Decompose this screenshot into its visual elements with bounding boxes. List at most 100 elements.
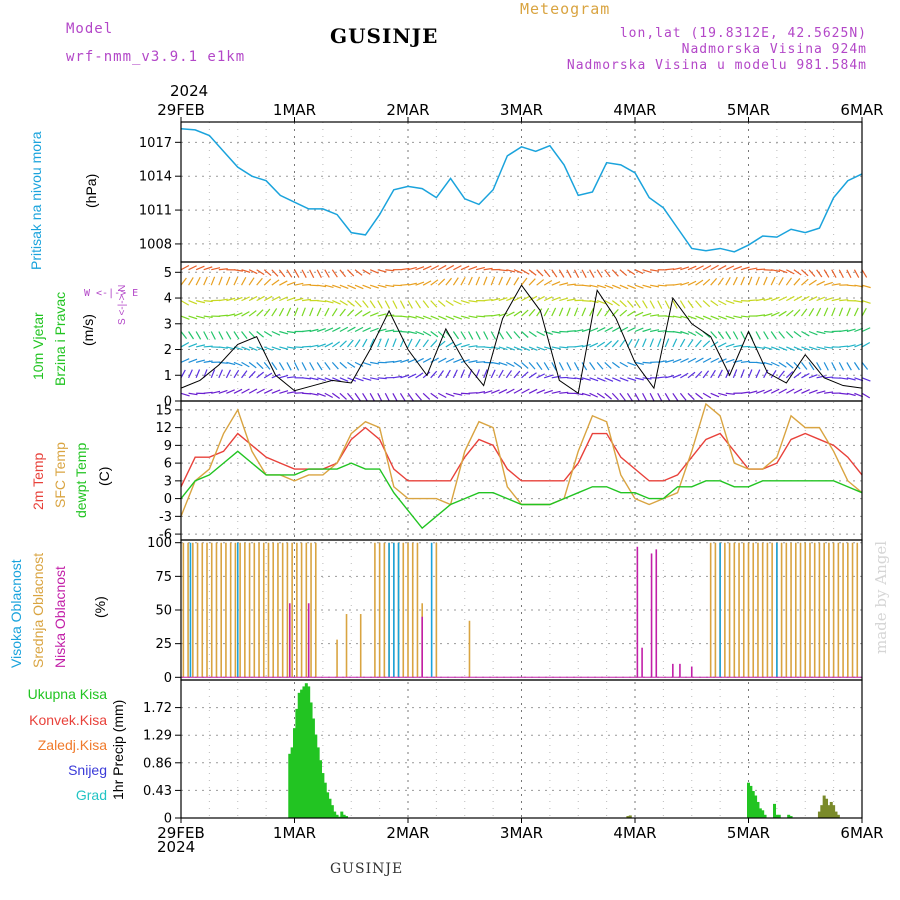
precip-rain-bar xyxy=(761,810,765,818)
wind-barb xyxy=(642,338,647,348)
wind-barb xyxy=(385,360,395,363)
page-title: GUSINJE xyxy=(330,24,439,48)
precip-tick-label: 0.86 xyxy=(143,756,172,771)
wind-barb xyxy=(634,269,644,275)
wind-barb xyxy=(317,343,326,348)
precip-rain-bar xyxy=(328,798,332,818)
wind-barb xyxy=(785,309,794,317)
wind-barb xyxy=(498,346,508,351)
wind-barb xyxy=(823,269,830,278)
precip-rain-bar xyxy=(775,814,779,818)
wind-barb xyxy=(793,269,802,276)
wind-barb xyxy=(422,265,432,271)
wind-barb xyxy=(839,377,849,380)
wind-barb xyxy=(672,358,682,363)
wind-tick-label: 1 xyxy=(164,369,172,384)
precip-tick-label: 1.29 xyxy=(143,729,172,744)
wind-barb xyxy=(248,277,255,286)
wind-barb xyxy=(778,361,787,368)
wind-barb xyxy=(619,377,629,382)
wind-barb xyxy=(543,269,551,278)
wind-barb xyxy=(687,280,697,286)
wind-barb xyxy=(331,269,338,278)
wind-barb xyxy=(695,370,703,379)
wind-barb xyxy=(589,392,599,398)
precip-rain-bar xyxy=(323,782,327,818)
wind-barb xyxy=(415,281,425,286)
wind-barb xyxy=(544,374,553,379)
wind-barb xyxy=(755,369,761,379)
wind-barb xyxy=(665,315,675,318)
wind-barb xyxy=(801,295,810,302)
wind-barb xyxy=(407,282,417,286)
wind-barb xyxy=(665,268,675,271)
wind-barb xyxy=(392,375,402,379)
wind-barb xyxy=(755,298,766,302)
wind-barb xyxy=(498,361,508,366)
wind-barb xyxy=(513,269,523,274)
wind-barb xyxy=(491,313,501,317)
wind-barb xyxy=(566,283,576,286)
precip-rain-bar xyxy=(777,814,781,818)
wind-barb xyxy=(861,341,871,348)
wind-barb xyxy=(536,269,544,277)
wind-barb xyxy=(733,315,743,319)
wind-barb xyxy=(468,300,478,303)
precip-rain-bar xyxy=(337,816,341,818)
pressure-tick-label: 1011 xyxy=(139,204,172,219)
cloud-tick-label: 25 xyxy=(155,637,172,652)
wind-barb xyxy=(203,345,213,348)
wind-barb xyxy=(263,330,273,337)
wind-barb xyxy=(445,300,454,306)
wind-barb xyxy=(460,300,470,304)
wind-barb xyxy=(369,392,376,402)
wind-barb xyxy=(559,346,569,349)
wind-barb xyxy=(763,331,769,340)
wind-barb xyxy=(740,391,750,394)
wind-barb xyxy=(271,296,281,302)
wind-barb xyxy=(642,269,652,273)
wind-barb xyxy=(301,329,312,333)
wind-barb xyxy=(657,284,667,287)
year-label-top: 2024 xyxy=(170,82,209,100)
wind-barb xyxy=(241,370,248,379)
wind-barb xyxy=(665,359,675,363)
cloud-tick-label: 75 xyxy=(155,570,172,585)
wind-barb xyxy=(816,346,826,350)
wind-barb xyxy=(808,296,818,302)
wind-barb xyxy=(831,362,837,371)
precip-tick-label: 0 xyxy=(164,812,172,827)
wind-tick-label: 4 xyxy=(164,292,172,307)
wind-barb xyxy=(316,269,322,278)
wind-barb xyxy=(718,392,728,397)
wind-barb xyxy=(301,298,312,302)
wind-barb xyxy=(634,392,640,402)
wind-barb xyxy=(619,269,628,277)
wind-barb xyxy=(740,369,745,379)
wind-barb xyxy=(687,339,694,348)
precip-freezing-bar xyxy=(836,814,840,818)
wind-barb xyxy=(823,362,829,371)
wind-barb xyxy=(619,284,629,290)
wind-barb xyxy=(831,269,837,278)
wind-barb xyxy=(415,372,424,379)
wind-barb xyxy=(846,284,856,287)
wind-barb xyxy=(445,357,455,363)
wind-barb xyxy=(301,269,307,278)
wind-barb xyxy=(861,327,871,333)
wind-barb xyxy=(180,342,190,348)
wind-barb xyxy=(241,346,251,351)
wind-barb xyxy=(725,358,735,363)
wind-barb xyxy=(581,362,588,371)
wind-barb xyxy=(468,315,478,319)
wind-barb xyxy=(823,307,829,317)
wind-tick-label: 0 xyxy=(164,395,172,410)
wind-barb xyxy=(339,284,349,290)
wind-barb xyxy=(339,340,347,348)
wind-barb xyxy=(506,361,515,368)
wind-barb xyxy=(748,267,758,271)
wind-barb xyxy=(785,361,794,369)
wind-barb xyxy=(339,392,347,400)
wind-barb xyxy=(286,346,296,350)
precip-tick-label: 1.72 xyxy=(143,701,172,716)
